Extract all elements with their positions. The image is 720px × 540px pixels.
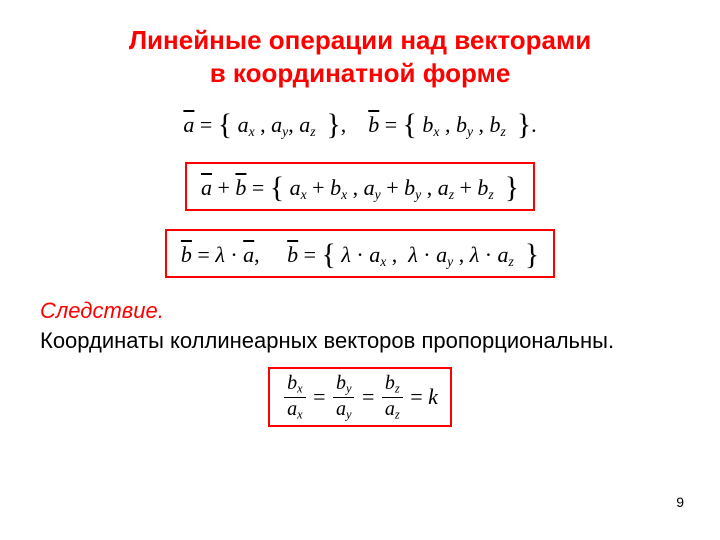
r-n1s: x [297, 382, 303, 396]
scalar-lambda1: λ [215, 242, 225, 267]
sym-bz: b [490, 112, 501, 137]
scalar-b2: b [287, 242, 298, 267]
sym-bx: b [422, 112, 433, 137]
r-n1: b [287, 372, 297, 394]
r-n2s: y [346, 382, 352, 396]
r-d3: a [385, 398, 395, 420]
r-d3s: z [395, 407, 400, 421]
formula-def-content: a = { ax , ay, az }, b = { bx , by , bz … [175, 103, 544, 144]
sum-t1b: b [330, 175, 341, 200]
frac2: by ay [333, 373, 355, 421]
formula-scalar-row: b = λ · a, b = { λ · ax , λ · ay , λ · a… [40, 229, 680, 278]
scalar-c2a: a [436, 242, 447, 267]
sum-t1a: a [290, 175, 301, 200]
r-d2s: y [346, 407, 352, 421]
formula-ratio-row: bx ax = by ay = bz az = k [40, 367, 680, 427]
ratio-k: k [428, 384, 438, 409]
sym-az: a [299, 112, 310, 137]
scalar-a: a [243, 242, 254, 267]
sum-b: b [235, 175, 246, 200]
scalar-l-c3: λ [470, 242, 480, 267]
sum-t2b: b [404, 175, 415, 200]
sum-t1as: x [301, 187, 307, 202]
corollary-text: Координаты коллинеарных векторов пропорц… [40, 326, 680, 356]
slide-title: Линейные операции над векторами в коорди… [40, 24, 680, 89]
title-line2: в координатной форме [40, 57, 680, 90]
formula-ratio-box: bx ax = by ay = bz az = k [268, 367, 452, 427]
frac3: bz az [382, 373, 403, 421]
sum-t3b: b [477, 175, 488, 200]
title-line1: Линейные операции над векторами [40, 24, 680, 57]
sym-b: b [368, 112, 379, 137]
sum-t3as: z [449, 187, 454, 202]
page-number: 9 [676, 494, 684, 510]
sum-a: a [201, 175, 212, 200]
r-n3: b [385, 372, 395, 394]
formula-scalar-box: b = λ · a, b = { λ · ax , λ · ay , λ · a… [165, 229, 555, 278]
sub-bz: z [501, 124, 506, 139]
corollary-label: Следствие. [40, 296, 680, 326]
scalar-b: b [181, 242, 192, 267]
slide: Линейные операции над векторами в коорди… [0, 0, 720, 540]
sym-ay: a [271, 112, 282, 137]
scalar-c1a: a [369, 242, 380, 267]
r-d1: a [287, 398, 297, 420]
sym-ax: a [238, 112, 249, 137]
formula-sum-box: a + b = { ax + bx , ay + by , az + bz } [185, 162, 535, 211]
scalar-c3s: z [509, 254, 514, 269]
frac1: bx ax [284, 373, 306, 421]
formula-sum-row: a + b = { ax + bx , ay + by , az + bz } [40, 162, 680, 211]
sym-a: a [183, 112, 194, 137]
scalar-l-c2: λ [408, 242, 418, 267]
r-d1s: x [297, 407, 303, 421]
corollary-block: Следствие. Координаты коллинеарных векто… [40, 296, 680, 355]
scalar-l-c1: λ [341, 242, 351, 267]
formula-definitions: a = { ax , ay, az }, b = { bx , by , bz … [40, 103, 680, 144]
r-d2: a [336, 398, 346, 420]
def-period: . [531, 112, 537, 137]
sum-t2as: y [375, 187, 381, 202]
sum-t3bs: z [488, 187, 493, 202]
sym-by: b [456, 112, 467, 137]
scalar-c3a: a [498, 242, 509, 267]
r-n3s: z [395, 382, 400, 396]
sum-t2a: a [364, 175, 375, 200]
sub-az: z [310, 124, 315, 139]
r-n2: b [336, 372, 346, 394]
sum-t3a: a [438, 175, 449, 200]
